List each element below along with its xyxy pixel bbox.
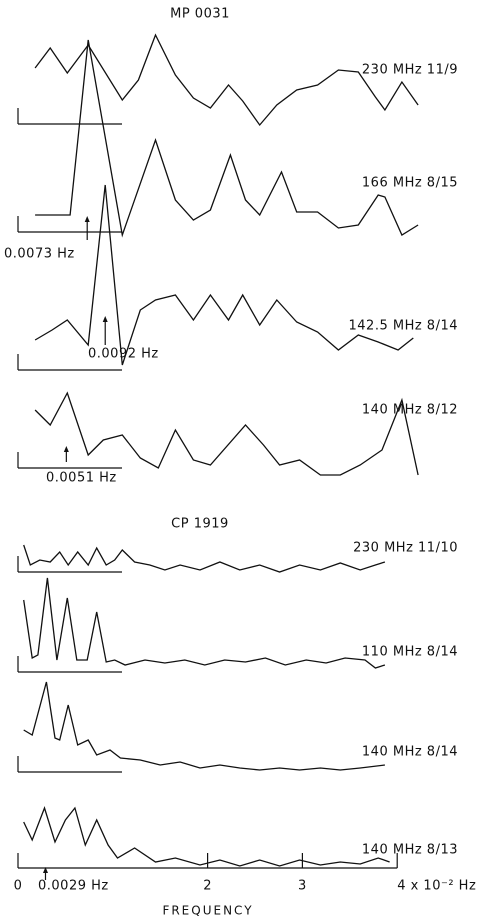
- marker-label: 0.0073 Hz: [4, 247, 75, 262]
- panel-label: 230 MHz 11/9: [362, 63, 458, 78]
- spectrum-trace: [23, 577, 386, 669]
- group-title: MP 0031: [170, 7, 230, 22]
- spectrum-trace: [23, 681, 385, 771]
- panel-label: 230 MHz 11/10: [353, 541, 458, 556]
- spectrum-trace: [23, 806, 390, 867]
- x-axis-label: FREQUENCY: [162, 904, 253, 918]
- marker-label: 0.0029 Hz: [38, 879, 109, 894]
- spectrum-trace: [35, 39, 419, 238]
- panel-label: 140 MHz 8/13: [362, 843, 458, 858]
- spectrum-trace: [23, 544, 386, 573]
- x-tick-label: 0: [14, 879, 23, 894]
- spectrum-trace: [34, 33, 419, 127]
- spectrum-trace: [34, 184, 414, 366]
- x-tick-label: 3: [298, 879, 307, 894]
- x-tick-label: 2: [203, 879, 212, 894]
- arrow-head: [63, 446, 69, 452]
- arrow-head: [42, 867, 48, 873]
- panel-label: 140 MHz 8/14: [362, 745, 458, 760]
- marker-label: 0.0092 Hz: [88, 347, 159, 362]
- x-tick-label: 4 x 10⁻² Hz: [397, 879, 476, 894]
- panel-label: 140 MHz 8/12: [362, 403, 458, 418]
- arrow-head: [102, 316, 108, 322]
- marker-label: 0.0051 Hz: [46, 471, 117, 486]
- panel-label: 110 MHz 8/14: [362, 645, 458, 660]
- spectrum-trace: [34, 391, 419, 476]
- arrow-head: [84, 216, 90, 222]
- group-title: CP 1919: [171, 517, 229, 532]
- panel-label: 166 MHz 8/15: [362, 176, 458, 191]
- panel-label: 142.5 MHz 8/14: [349, 319, 459, 334]
